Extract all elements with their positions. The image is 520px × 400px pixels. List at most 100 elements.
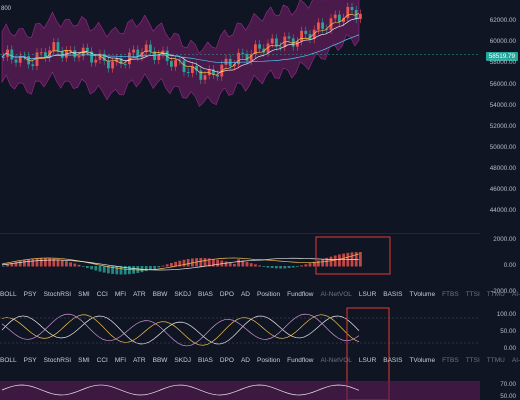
- indicator-tab[interactable]: LSUR: [358, 290, 377, 298]
- macd-histogram-bar: [233, 263, 236, 267]
- macd-histogram-bar: [90, 266, 93, 270]
- indicator-tab[interactable]: AI-BSI: [511, 356, 520, 364]
- axis-tick-label: 50.00: [500, 393, 516, 400]
- indicator-tab[interactable]: FTBS: [442, 290, 459, 298]
- candle: [178, 59, 182, 61]
- indicator-tab[interactable]: CCI: [96, 290, 108, 298]
- axis-tick-label: 44000.00: [489, 207, 516, 214]
- indicator-tab[interactable]: DPO: [219, 290, 234, 298]
- indicator-tab[interactable]: MFI: [114, 356, 127, 364]
- candle: [111, 61, 114, 69]
- candle: [123, 63, 127, 65]
- macd-histogram-bar: [359, 252, 362, 267]
- macd-histogram-bar: [81, 266, 85, 267]
- indicator-tab[interactable]: MFI: [114, 290, 127, 298]
- macd-histogram-bar: [182, 259, 186, 267]
- oscillator-line: [1, 315, 360, 345]
- macd-histogram-bar: [98, 266, 102, 272]
- axis-tick-label: 60000.00: [489, 38, 516, 45]
- indicator-tab[interactable]: PSY: [23, 290, 37, 298]
- macd-histogram-bar: [329, 256, 333, 267]
- axis-tick-label: 100.00: [496, 311, 516, 318]
- candle: [216, 74, 219, 77]
- macd-histogram-bar: [266, 266, 270, 268]
- macd-histogram-bar: [107, 266, 110, 274]
- indicator-tab[interactable]: BASIS: [383, 290, 403, 298]
- macd-histogram-bar: [165, 264, 169, 267]
- candle: [77, 56, 81, 58]
- macd-histogram-bar: [115, 266, 119, 275]
- axis-tick-label: 52000.00: [489, 123, 516, 130]
- indicator-tab[interactable]: SMI: [78, 356, 90, 364]
- indicator-tab[interactable]: BIAS: [198, 290, 213, 298]
- candle: [308, 34, 312, 39]
- macd-histogram-bar: [325, 257, 329, 267]
- candle: [195, 65, 198, 71]
- indicator-tab[interactable]: Fundflow: [287, 356, 314, 364]
- candle: [44, 52, 47, 58]
- indicator-tab[interactable]: BBW: [152, 356, 168, 364]
- indicator-tab[interactable]: Position: [256, 356, 281, 364]
- candle: [132, 49, 135, 53]
- macd-histogram-bar: [149, 266, 152, 270]
- candle: [325, 28, 329, 30]
- indicator-tab[interactable]: TTSI: [465, 356, 480, 364]
- indicator-tab[interactable]: CCI: [96, 356, 108, 364]
- candle: [2, 56, 5, 58]
- indicator-tab[interactable]: AI-BSI: [511, 290, 520, 298]
- axis-tick-label: 70.00: [500, 381, 516, 388]
- indicator-tab[interactable]: AI-NetVOL: [320, 356, 352, 364]
- indicator-tab[interactable]: SKDJ: [174, 290, 192, 298]
- macd-histogram-bar: [308, 263, 312, 267]
- indicator-tab[interactable]: PSY: [23, 356, 37, 364]
- indicator-tab[interactable]: LSUR: [358, 356, 377, 364]
- candle: [165, 50, 169, 61]
- candle: [56, 42, 60, 52]
- indicator-tab[interactable]: TTMU: [486, 356, 505, 364]
- indicator-tab[interactable]: TTMU: [486, 290, 505, 298]
- candle: [296, 41, 299, 47]
- indicator-tab[interactable]: DPO: [219, 356, 234, 364]
- oscillator2-line: [1, 384, 360, 396]
- indicator-tab[interactable]: SMI: [78, 290, 90, 298]
- indicator-tab[interactable]: BBW: [152, 290, 168, 298]
- indicator-tab[interactable]: Fundflow: [287, 290, 314, 298]
- macd-histogram-bar: [212, 258, 215, 267]
- macd-histogram-bar: [2, 266, 5, 267]
- macd-histogram-bar: [10, 263, 14, 267]
- indicator-tab[interactable]: TVolume: [409, 290, 436, 298]
- macd-histogram-bar: [18, 261, 22, 267]
- candle: [304, 30, 308, 35]
- candle: [182, 60, 186, 73]
- indicator-tab[interactable]: ATR: [133, 356, 146, 364]
- indicator-tab[interactable]: AI-NetVOL: [320, 290, 352, 298]
- oscillator2-band: [0, 381, 480, 400]
- indicator-tab[interactable]: AD: [240, 290, 250, 298]
- macd-histogram-bar: [119, 266, 123, 275]
- indicator-tab[interactable]: AD: [240, 356, 250, 364]
- indicator-tab[interactable]: TVolume: [409, 356, 436, 364]
- indicator-tab[interactable]: FTBS: [442, 356, 459, 364]
- indicator-tab[interactable]: ATR: [133, 290, 146, 298]
- indicator-tab[interactable]: StochRSI: [43, 356, 72, 364]
- candle: [115, 58, 119, 62]
- candle: [258, 44, 261, 49]
- indicator-tab[interactable]: Position: [256, 290, 281, 298]
- candle: [107, 60, 110, 69]
- indicator-tab[interactable]: TTSI: [465, 290, 480, 298]
- indicator-tab[interactable]: BIAS: [198, 356, 213, 364]
- candle: [199, 70, 203, 80]
- indicator-tab[interactable]: BOLL: [0, 290, 17, 298]
- indicator-tab[interactable]: SKDJ: [174, 356, 192, 364]
- indicator-tab[interactable]: BASIS: [383, 356, 403, 364]
- axis-tick-label: 46000.00: [489, 186, 516, 193]
- indicator-tab[interactable]: StochRSI: [43, 290, 72, 298]
- candle: [94, 59, 98, 63]
- indicator-tab[interactable]: BOLL: [0, 356, 17, 364]
- macd-histogram-bar: [65, 261, 68, 267]
- macd-histogram-bar: [35, 258, 39, 267]
- macd-histogram-bar: [27, 259, 30, 267]
- signal-line: [1, 257, 360, 271]
